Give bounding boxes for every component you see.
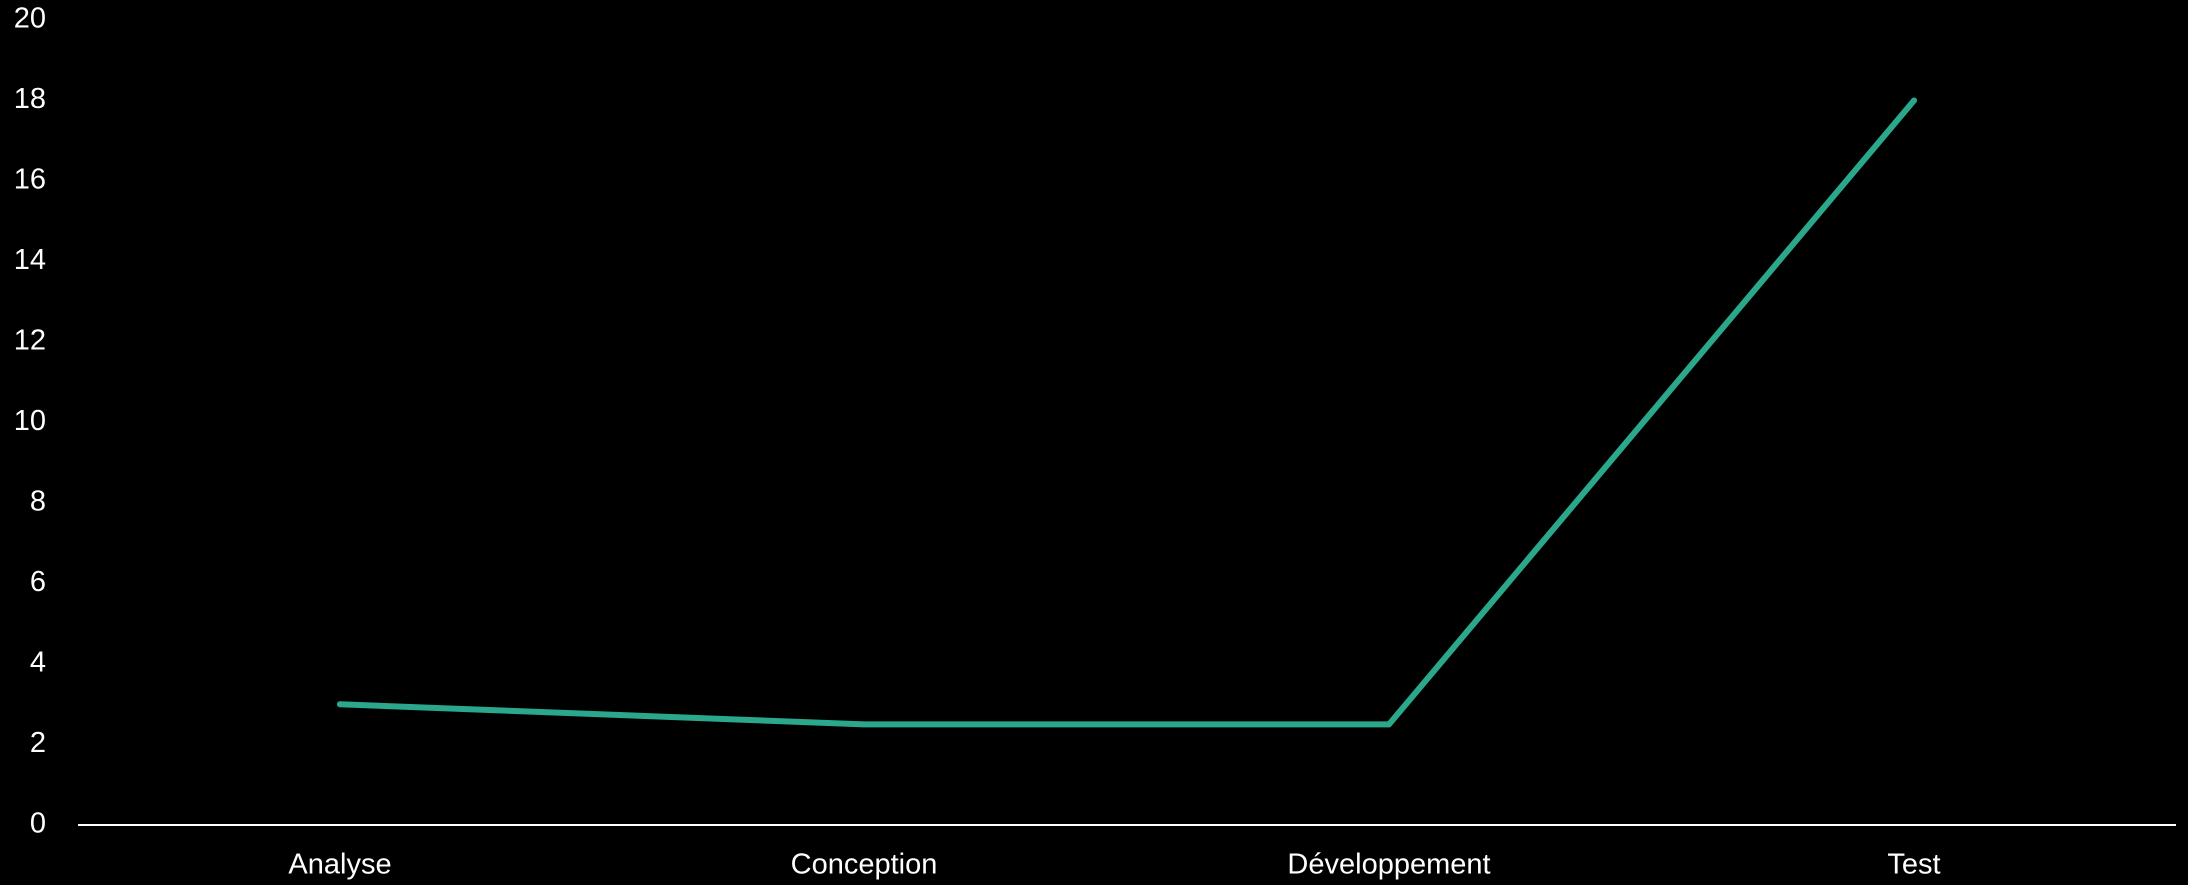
series-line	[337, 97, 1917, 728]
data-point	[861, 721, 867, 728]
y-tick-label: 2	[30, 727, 46, 759]
y-tick-label: 18	[14, 83, 46, 115]
y-tick-label: 16	[14, 164, 46, 196]
series-group	[337, 97, 1917, 728]
data-point	[1386, 721, 1392, 728]
x-axis-tick-labels: Analyse Conception Développement Test	[288, 849, 1940, 881]
y-tick-label: 8	[30, 486, 46, 518]
y-axis-tick-labels: 0 2 4 6 8 10 12 14 16 18 20	[14, 3, 46, 840]
x-tick-label: Conception	[791, 849, 938, 881]
y-tick-label: 0	[30, 808, 46, 840]
y-tick-label: 12	[14, 325, 46, 357]
y-tick-label: 14	[14, 244, 46, 276]
x-tick-label: Analyse	[288, 849, 391, 881]
data-point	[337, 701, 343, 708]
x-tick-label: Test	[1887, 849, 1940, 881]
data-point	[1911, 97, 1917, 104]
y-tick-label: 4	[30, 647, 46, 679]
y-tick-label: 6	[30, 566, 46, 598]
y-tick-label: 10	[14, 405, 46, 437]
x-tick-label: Développement	[1287, 849, 1490, 881]
y-tick-label: 20	[14, 3, 46, 35]
